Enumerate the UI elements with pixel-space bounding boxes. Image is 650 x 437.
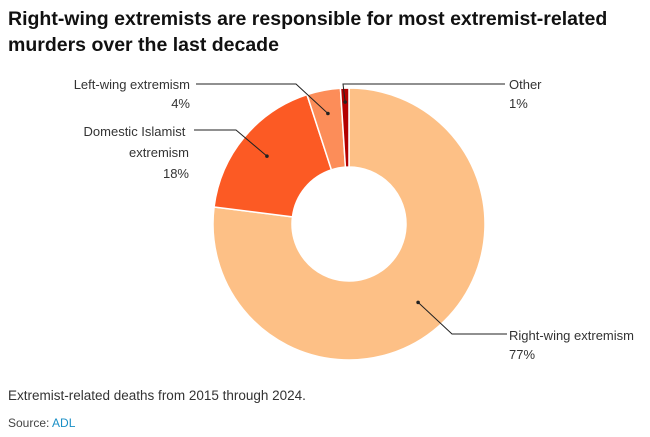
chart-note: Extremist-related deaths from 2015 throu… bbox=[8, 388, 306, 403]
source-link[interactable]: ADL bbox=[52, 416, 76, 430]
label-islamist-value: 18% bbox=[163, 166, 189, 181]
source-line: Source: ADL bbox=[8, 416, 75, 430]
label-other-name: Other bbox=[509, 77, 542, 92]
leader-dot-left-wing bbox=[326, 111, 330, 116]
leader-other bbox=[342, 83, 505, 103]
label-right-wing-name: Right-wing extremism bbox=[509, 328, 634, 343]
label-other-value: 1% bbox=[509, 96, 528, 111]
label-islamist-name: Domestic Islamist extremism bbox=[84, 124, 189, 160]
leader-left-wing bbox=[196, 83, 329, 114]
leader-dot-right-wing bbox=[416, 300, 420, 305]
label-leaders bbox=[194, 83, 507, 335]
leader-right-wing bbox=[417, 302, 507, 335]
leader-dot-other bbox=[343, 100, 347, 104]
source-prefix: Source: bbox=[8, 416, 53, 430]
slice-islamist bbox=[213, 93, 333, 218]
slice-right-wing bbox=[212, 87, 486, 361]
label-right-wing-value: 77% bbox=[509, 347, 535, 362]
label-left-wing-name: Left-wing extremism bbox=[74, 77, 190, 92]
leader-islamist bbox=[194, 129, 268, 157]
leader-dot-islamist bbox=[265, 154, 269, 158]
donut-slices bbox=[212, 87, 486, 361]
label-left-wing-value: 4% bbox=[171, 96, 190, 111]
chart-title: Right-wing extremists are responsible fo… bbox=[8, 8, 608, 56]
